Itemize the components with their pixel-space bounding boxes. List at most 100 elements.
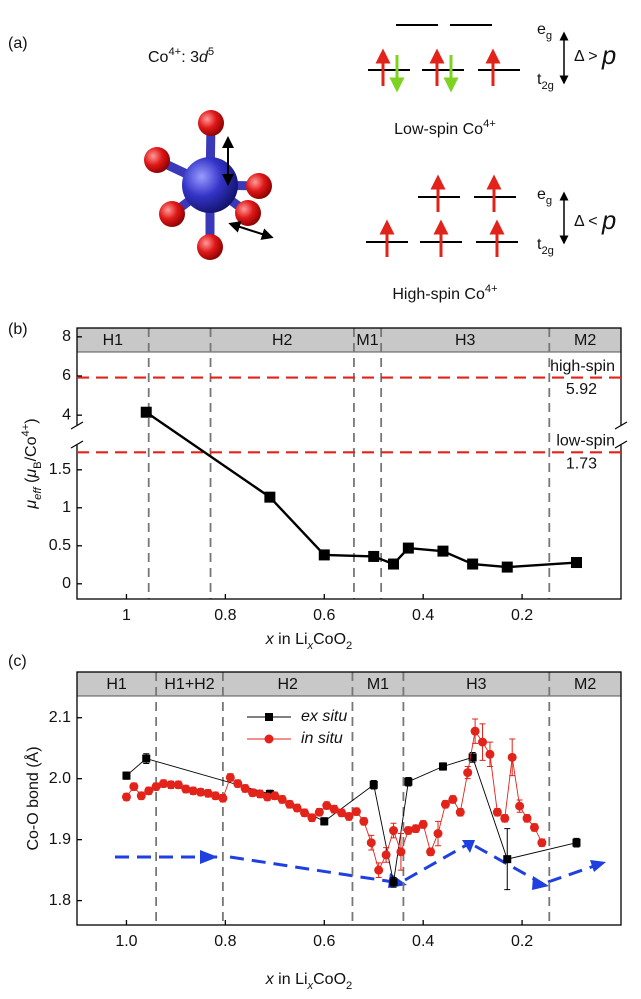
x-tick-label: 0.4 [412,933,434,950]
t2g-label: t2g [537,236,554,257]
y-tick-label: 2.1 [49,709,71,726]
page: (a)Co4+: 3d5egt2gΔ > pLow-spin Co4+egt2g… [0,0,641,999]
x-axis-title-part: 2 [346,980,352,992]
y-tick-label: 4 [62,406,71,423]
data-point [226,773,235,782]
phase-label: H1+H2 [164,676,214,693]
gap-relation-part: p [601,207,616,235]
eg-label: eg [537,21,552,42]
eg-label-part: e [537,21,546,38]
panel-label: (a) [8,35,28,52]
data-point [478,738,487,747]
data-point [122,792,131,801]
x-axis-title-part: in Li [274,971,308,988]
spin-caption-part: Low-spin Co [394,121,483,138]
orbital-diagram-low-spin [368,25,564,86]
data-point [419,820,428,829]
x-tick-label: 0.8 [214,607,236,624]
legend-label: in situ [301,730,343,747]
x-axis-title-part: CoO [313,631,346,648]
data-point [370,781,378,789]
orbital-diagram-high-spin [366,182,564,257]
data-point [359,817,368,826]
data-point [319,549,330,560]
y-axis-title: μeff (μB/Co4+) [20,418,44,509]
axis-break-gap [74,425,80,445]
y-tick-label: 6 [62,367,71,384]
gap-relation-part: Δ < [574,213,602,230]
phase-label: H1 [103,332,124,349]
x-axis-title-part: CoO [313,971,346,988]
gap-relation-part: p [601,42,616,70]
data-point [403,543,414,554]
data-point [571,557,582,568]
legend-marker [265,713,273,721]
t2g-label-part: 2g [541,80,553,92]
data-point [390,878,398,886]
data-point [537,838,546,847]
data-point [141,407,152,418]
x-tick-label: 1 [122,607,131,624]
y-tick-label: 1 [62,499,71,516]
y-tick-label: 0.5 [49,537,71,554]
trend-arrows [115,843,600,884]
spin-caption-part: 4+ [485,283,498,295]
data-point [441,800,450,809]
data-point [500,814,509,823]
gap-relation: Δ < p [574,207,616,235]
phase-label: H2 [277,676,298,693]
phase-label: M2 [574,332,596,349]
data-point [367,838,376,847]
data-point [388,559,399,570]
spin-caption-part: 4+ [483,118,496,130]
data-point [530,823,539,832]
data-point [503,855,511,863]
x-axis-title: x in LixCoO2 [265,631,353,652]
data-point [404,778,412,786]
data-point [437,546,448,557]
x-axis-title: x in LixCoO2 [265,971,353,992]
phase-band [77,672,621,696]
data-point [137,791,146,800]
data-point [485,750,494,759]
figure: (a)Co4+: 3d5egt2gΔ > pLow-spin Co4+egt2g… [0,0,641,999]
phase-label: H3 [455,332,476,349]
data-point [396,847,405,856]
data-point [456,808,465,817]
eg-label-part: g [546,195,552,207]
data-point [352,807,361,816]
data-point [448,795,457,804]
electron-config-part: 4+ [168,46,181,58]
data-point [382,850,391,859]
data-point [315,808,324,817]
phase-label: H1 [106,676,127,693]
data-point [264,492,275,503]
reference-label: low-spin [556,433,615,450]
data-point [233,779,242,788]
x-axis-title-part: 2 [346,640,352,652]
data-point [508,753,517,762]
phase-label: H2 [272,332,293,349]
data-point [345,812,354,821]
data-point [129,782,138,791]
data-point [515,802,524,811]
y-axis-title-part: B [32,461,44,468]
y-tick-label: 1.5 [49,461,71,478]
phase-label: M2 [574,676,596,693]
electron-config-part: : 3 [181,49,199,66]
data-point [439,762,447,770]
y-axis-title-part: 4+ [20,424,32,437]
eg-label-part: e [537,186,546,203]
data-point [502,562,513,573]
x-tick-label: 0.8 [214,933,236,950]
phase-label: M1 [356,332,378,349]
data-point [122,772,130,780]
reference-value: 5.92 [566,381,597,398]
y-tick-label: 1.9 [49,831,71,848]
data-point [572,839,580,847]
y-tick-label: 0 [62,575,71,592]
axis-break-gap [618,425,624,445]
y-tick-label: 2.0 [49,770,71,787]
y-tick-label: 1.8 [49,892,71,909]
y-tick-label: 8 [62,328,71,345]
